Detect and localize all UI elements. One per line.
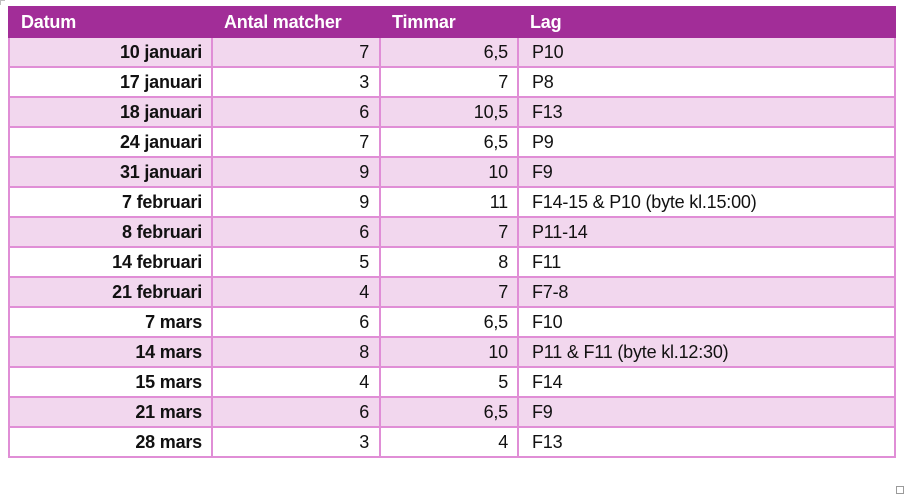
table-row: 21 mars 6 6,5 F9 [8,396,896,428]
cell-lag: P8 [517,66,896,98]
cell-timmar: 7 [379,216,519,248]
cell-lag: P10 [517,36,896,68]
cell-antal-matcher: 9 [211,186,381,218]
cell-timmar: 7 [379,66,519,98]
cell-datum: 7 februari [8,186,213,218]
column-header-timmar: Timmar [379,6,519,38]
schedule-table: Datum Antal matcher Timmar Lag 10 januar… [8,6,896,458]
column-header-lag: Lag [517,6,896,38]
cell-timmar: 8 [379,246,519,278]
cell-antal-matcher: 5 [211,246,381,278]
table-row: 31 januari 9 10 F9 [8,156,896,188]
cell-datum: 7 mars [8,306,213,338]
table-row: 7 mars 6 6,5 F10 [8,306,896,338]
schedule-table-container: Datum Antal matcher Timmar Lag 10 januar… [8,6,896,458]
cell-antal-matcher: 7 [211,126,381,158]
cell-antal-matcher: 6 [211,216,381,248]
cell-lag: F13 [517,426,896,458]
table-row: 14 mars 8 10 P11 & F11 (byte kl.12:30) [8,336,896,368]
cell-lag: F7-8 [517,276,896,308]
table-row: 10 januari 7 6,5 P10 [8,36,896,68]
cell-lag: F9 [517,156,896,188]
cell-timmar: 5 [379,366,519,398]
cell-timmar: 6,5 [379,396,519,428]
cell-lag: F14 [517,366,896,398]
cell-timmar: 7 [379,276,519,308]
cell-datum: 15 mars [8,366,213,398]
table-row: 8 februari 6 7 P11-14 [8,216,896,248]
cell-antal-matcher: 3 [211,66,381,98]
cell-lag: P9 [517,126,896,158]
cell-lag: F11 [517,246,896,278]
cell-antal-matcher: 9 [211,156,381,188]
cell-timmar: 11 [379,186,519,218]
cell-datum: 21 februari [8,276,213,308]
cell-datum: 18 januari [8,96,213,128]
cell-antal-matcher: 7 [211,36,381,68]
cell-antal-matcher: 8 [211,336,381,368]
cell-datum: 8 februari [8,216,213,248]
cell-lag: P11-14 [517,216,896,248]
selection-corner-mark [0,0,5,5]
table-row: 28 mars 3 4 F13 [8,426,896,458]
table-row: 21 februari 4 7 F7-8 [8,276,896,308]
cell-lag: P11 & F11 (byte kl.12:30) [517,336,896,368]
cell-antal-matcher: 4 [211,366,381,398]
header-row: Datum Antal matcher Timmar Lag [8,6,896,38]
cell-datum: 28 mars [8,426,213,458]
table-body: 10 januari 7 6,5 P10 17 januari 3 7 P8 18 januar… [8,36,896,458]
cell-timmar: 4 [379,426,519,458]
cell-datum: 24 januari [8,126,213,158]
cell-antal-matcher: 3 [211,426,381,458]
cell-antal-matcher: 6 [211,96,381,128]
cell-lag: F13 [517,96,896,128]
cell-antal-matcher: 4 [211,276,381,308]
cell-datum: 21 mars [8,396,213,428]
table-row: 15 mars 4 5 F14 [8,366,896,398]
cell-datum: 14 februari [8,246,213,278]
cell-lag: F14-15 & P10 (byte kl.15:00) [517,186,896,218]
cell-datum: 31 januari [8,156,213,188]
table-row: 24 januari 7 6,5 P9 [8,126,896,158]
cell-datum: 14 mars [8,336,213,368]
cell-datum: 17 januari [8,66,213,98]
cell-timmar: 10 [379,156,519,188]
cell-datum: 10 januari [8,36,213,68]
cell-timmar: 10 [379,336,519,368]
cell-lag: F9 [517,396,896,428]
table-row: 7 februari 9 11 F14-15 & P10 (byte kl.15:00… [8,186,896,218]
resize-handle[interactable] [896,486,904,494]
cell-timmar: 10,5 [379,96,519,128]
cell-antal-matcher: 6 [211,396,381,428]
column-header-antal-matcher: Antal matcher [211,6,381,38]
table-header: Datum Antal matcher Timmar Lag [8,6,896,38]
cell-lag: F10 [517,306,896,338]
table-row: 14 februari 5 8 F11 [8,246,896,278]
table-row: 18 januari 6 10,5 F13 [8,96,896,128]
cell-timmar: 6,5 [379,36,519,68]
column-header-datum: Datum [8,6,213,38]
table-row: 17 januari 3 7 P8 [8,66,896,98]
cell-timmar: 6,5 [379,306,519,338]
cell-antal-matcher: 6 [211,306,381,338]
cell-timmar: 6,5 [379,126,519,158]
